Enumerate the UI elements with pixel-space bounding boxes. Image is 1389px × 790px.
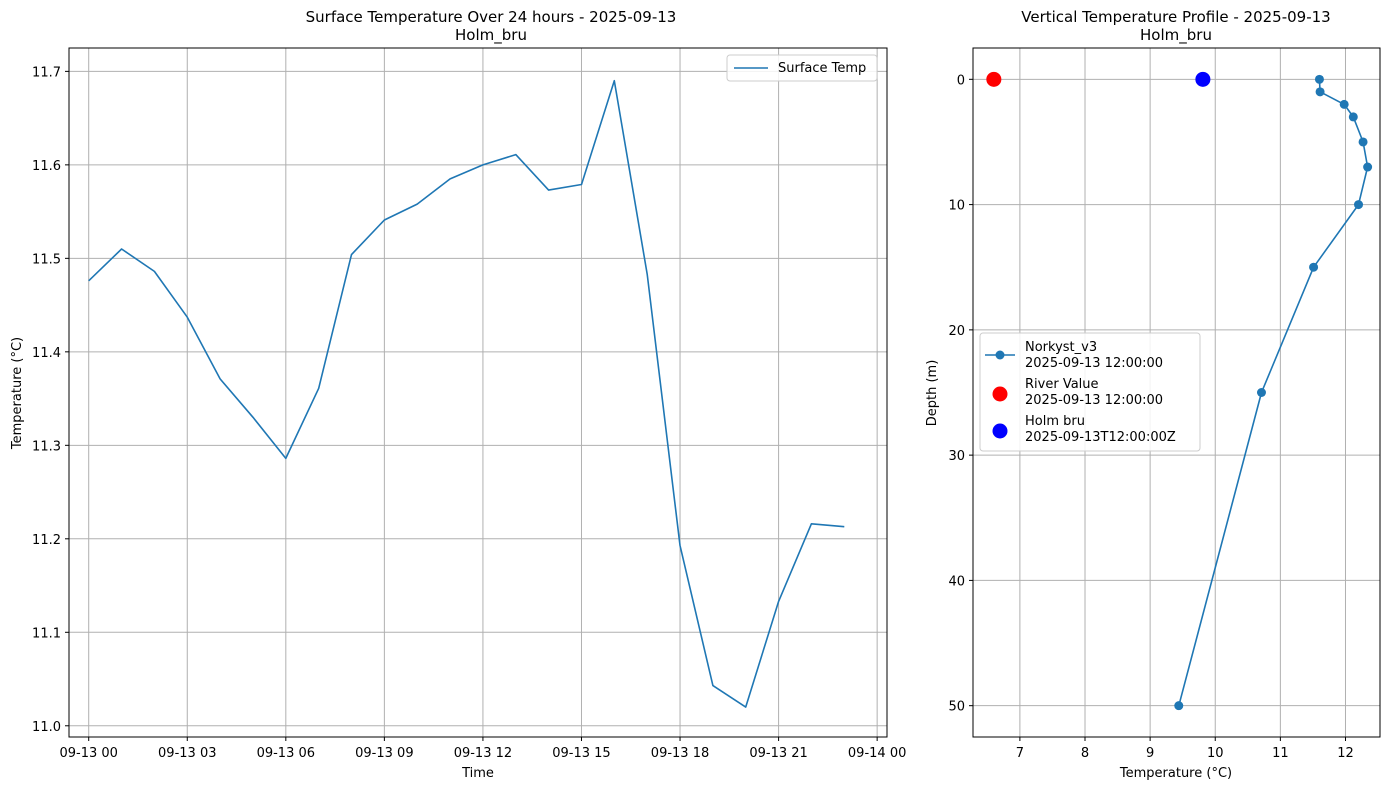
- y-tick-label: 50: [948, 700, 965, 715]
- x-tick-label: 09-13 06: [257, 746, 315, 761]
- x-tick-label: 09-13 00: [59, 746, 117, 761]
- series-group: [88, 79, 845, 708]
- y-tick-label: 11.7: [32, 65, 61, 80]
- surface-temp-chart: Surface Temperature Over 24 hours - 2025…: [10, 8, 906, 781]
- data-point-norkyst-v3: [1256, 388, 1266, 397]
- legend-marker-norkyst: [995, 350, 1005, 360]
- y-tick-label: 11.3: [32, 439, 61, 454]
- data-point-norkyst-v3: [1174, 701, 1184, 711]
- data-point-norkyst-v3: [1314, 74, 1324, 84]
- y-tick-label: 10: [948, 199, 965, 214]
- x-axis-label: Temperature (°C): [1119, 766, 1232, 781]
- chart-subtitle: Holm_bru: [1140, 26, 1212, 45]
- x-tick-label: 09-13 09: [355, 746, 413, 761]
- series-line-surface-temp: [88, 79, 845, 708]
- data-point-river-value: [986, 71, 1002, 87]
- data-point-norkyst-v3: [1348, 112, 1358, 122]
- x-tick-label: 12: [1337, 746, 1354, 761]
- data-point-norkyst-v3: [1309, 262, 1319, 272]
- y-tick-label: 0: [957, 73, 965, 88]
- legend-marker-holm-bru: [992, 423, 1008, 439]
- series-line-norkyst-v3: [1178, 79, 1369, 706]
- legend: Norkyst_v3 2025-09-13 12:00:00 River Val…: [979, 332, 1201, 452]
- data-point-norkyst-v3: [1354, 200, 1364, 210]
- y-tick-label: 11.2: [32, 533, 61, 548]
- legend-label-holm-bru: Holm bru: [1025, 414, 1085, 429]
- chart-subtitle: Holm_bru: [455, 26, 527, 45]
- y-tick-label: 40: [948, 574, 965, 589]
- y-ticks: 11.0 11.1 11.2 11.3 11.4 11.5 11.6 11.7: [32, 65, 69, 735]
- data-point-holm-bru: [1195, 71, 1211, 87]
- x-tick-label: 7: [1016, 746, 1024, 761]
- chart-title: Vertical Temperature Profile - 2025-09-1…: [1021, 8, 1330, 26]
- legend-label-surface-temp: Surface Temp: [778, 61, 866, 76]
- x-tick-label: 11: [1272, 746, 1289, 761]
- y-ticks: 0 10 20 30 40 50: [948, 73, 973, 715]
- vertical-profile-chart: Vertical Temperature Profile - 2025-09-1…: [925, 8, 1381, 781]
- legend-sublabel-holm-bru: 2025-09-13T12:00:00Z: [1025, 430, 1176, 445]
- x-axis-label: Time: [461, 766, 494, 781]
- x-ticks: 09-13 00 09-13 03 09-13 06 09-13 09 09-13 12…: [59, 737, 906, 761]
- chart-title: Surface Temperature Over 24 hours - 2025…: [306, 8, 677, 26]
- y-tick-label: 11.1: [32, 626, 61, 641]
- series-group: [986, 71, 1373, 711]
- legend-label-river-value: River Value: [1025, 377, 1099, 392]
- data-point-norkyst-v3: [1358, 137, 1368, 147]
- x-tick-label: 10: [1207, 746, 1224, 761]
- legend-sublabel-norkyst: 2025-09-13 12:00:00: [1025, 356, 1163, 371]
- x-tick-label: 8: [1081, 746, 1089, 761]
- legend-sublabel-river-value: 2025-09-13 12:00:00: [1025, 393, 1163, 408]
- legend-label-norkyst: Norkyst_v3: [1025, 340, 1097, 355]
- y-tick-label: 30: [948, 449, 965, 464]
- data-point-norkyst-v3: [1363, 162, 1373, 172]
- y-tick-label: 11.0: [32, 720, 61, 735]
- x-tick-label: 09-13 18: [651, 746, 709, 761]
- x-ticks: 7 8 9 10 11 12: [1016, 737, 1354, 761]
- data-point-norkyst-v3: [1339, 99, 1349, 109]
- y-tick-label: 11.6: [32, 159, 61, 174]
- x-tick-label: 09-13 15: [552, 746, 610, 761]
- legend-box: [726, 54, 878, 82]
- plot-frame: [68, 47, 888, 738]
- legend-marker-river-value: [992, 386, 1008, 402]
- x-tick-label: 09-13 03: [158, 746, 216, 761]
- x-tick-label: 09-13 12: [454, 746, 512, 761]
- y-tick-label: 11.5: [32, 252, 61, 267]
- y-tick-label: 11.4: [32, 346, 61, 361]
- x-tick-label: 09-13 21: [749, 746, 807, 761]
- data-point-norkyst-v3: [1315, 87, 1325, 97]
- grid: [69, 48, 887, 737]
- legend: Surface Temp: [726, 54, 878, 82]
- y-axis-label: Depth (m): [925, 360, 940, 427]
- x-tick-label: 09-14 00: [848, 746, 906, 761]
- x-tick-label: 9: [1146, 746, 1154, 761]
- y-axis-label: Temperature (°C): [10, 337, 25, 450]
- plot-frame: [972, 47, 1381, 738]
- legend-box: [979, 332, 1201, 452]
- y-tick-label: 20: [948, 324, 965, 339]
